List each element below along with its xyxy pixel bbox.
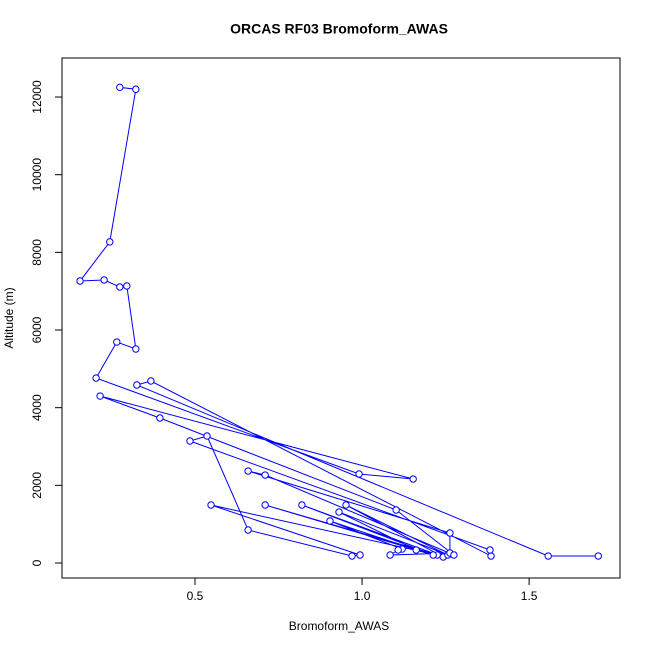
y-tick-label: 4000 [30, 394, 44, 421]
data-point [133, 381, 141, 389]
x-tick-label: 0.5 [187, 589, 204, 603]
y-tick-label: 8000 [30, 239, 44, 266]
x-tick-label: 1.5 [521, 589, 538, 603]
data-point [326, 517, 334, 525]
data-point [429, 551, 437, 559]
data-point [342, 501, 350, 509]
data-point [594, 552, 602, 560]
data-point [486, 546, 494, 554]
chart-title: ORCAS RF03 Bromoform_AWAS [230, 21, 448, 37]
data-point [100, 276, 108, 284]
data-point [261, 471, 269, 479]
data-point [186, 437, 194, 445]
y-tick-label: 0 [30, 559, 44, 566]
data-point [544, 552, 552, 560]
data-point [394, 546, 402, 554]
data-point [116, 83, 124, 92]
x-axis-label: Bromoform_AWAS [289, 619, 389, 633]
data-point [123, 282, 131, 290]
data-point [96, 392, 104, 400]
data-point [92, 374, 100, 382]
plot-frame [61, 57, 621, 579]
data-point [355, 470, 363, 478]
data-point [386, 551, 394, 559]
data-point [261, 501, 269, 509]
data-point [147, 377, 155, 385]
data-point [244, 526, 252, 534]
x-tick-label: 1.0 [354, 589, 371, 603]
data-point [335, 508, 343, 516]
data-point [412, 546, 420, 554]
y-tick-label: 12000 [30, 80, 44, 114]
data-point [356, 551, 364, 559]
data-point [244, 467, 252, 475]
data-point [203, 432, 211, 440]
data-point [106, 238, 114, 246]
data-point [132, 85, 140, 93]
data-point [348, 552, 356, 560]
data-point [113, 338, 121, 346]
data-point [450, 551, 458, 559]
data-point [446, 529, 454, 537]
data-point [392, 506, 400, 514]
data-point [487, 552, 495, 560]
y-tick-label: 10000 [30, 158, 44, 192]
y-tick-label: 2000 [30, 472, 44, 499]
data-point [409, 475, 417, 483]
data-point [156, 414, 164, 422]
y-axis-label: Altitude (m) [2, 287, 16, 348]
data-point [76, 277, 84, 285]
data-point [132, 345, 140, 353]
y-tick-label: 6000 [30, 316, 44, 343]
data-point [298, 501, 306, 509]
data-point [116, 283, 124, 291]
data-point [207, 501, 215, 509]
